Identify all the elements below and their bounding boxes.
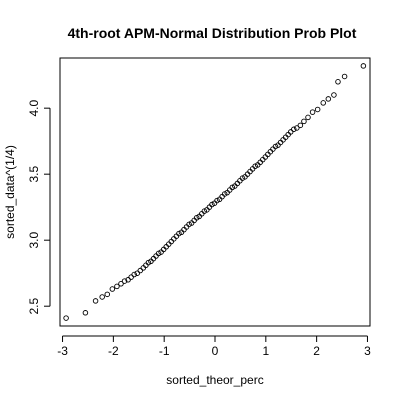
data-point	[109, 286, 116, 292]
data-points	[63, 63, 367, 321]
data-point	[121, 278, 128, 284]
data-point	[297, 122, 304, 129]
data-point	[309, 109, 316, 115]
x-tick-label: 1	[262, 344, 269, 358]
data-point	[63, 315, 69, 321]
y-tick-label: 2.5	[27, 298, 41, 315]
data-point	[104, 291, 111, 298]
y-tick-label: 3.0	[27, 232, 41, 249]
data-point	[291, 126, 297, 133]
chart-title: 4th-root APM-Normal Distribution Prob Pl…	[68, 25, 357, 41]
data-point	[331, 92, 337, 98]
x-tick-label: -2	[108, 344, 119, 358]
data-point	[360, 63, 367, 69]
data-point	[99, 294, 105, 300]
data-point	[82, 310, 89, 316]
data-point	[305, 114, 311, 121]
y-axis: 2.5 3.0 3.5 4.0	[27, 100, 51, 315]
data-point	[341, 73, 348, 80]
data-point	[131, 271, 137, 278]
x-tick-label: 3	[364, 344, 371, 358]
y-tick-label: 3.5	[27, 166, 41, 183]
data-point	[314, 106, 321, 113]
data-point	[301, 118, 307, 125]
data-point	[118, 281, 124, 287]
x-tick-label: -3	[57, 344, 68, 358]
data-point	[320, 100, 326, 106]
x-axis-label: sorted_theor_perc	[166, 373, 263, 387]
data-point	[114, 283, 120, 290]
y-tick-label: 4.0	[27, 100, 41, 117]
data-point	[92, 298, 99, 304]
data-point	[335, 79, 341, 85]
x-axis: -3 -2 -1 0 1 2 3	[57, 335, 371, 358]
plot-border	[59, 57, 371, 327]
data-point	[294, 125, 300, 131]
x-tick-label: 0	[212, 344, 219, 358]
y-axis-label: sorted_data^(1/4)	[3, 145, 17, 239]
x-tick-label: 2	[313, 344, 320, 358]
data-point	[325, 96, 332, 102]
x-tick-label: -1	[159, 344, 170, 358]
